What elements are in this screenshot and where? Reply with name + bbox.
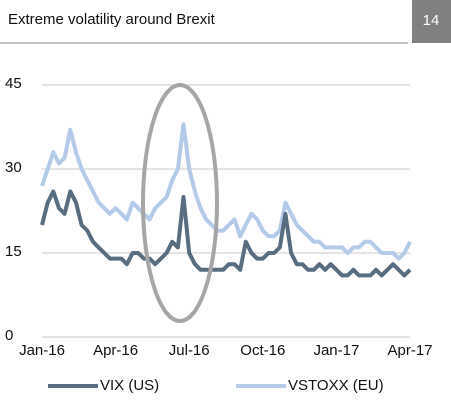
series-line xyxy=(40,189,412,278)
legend-label: VSTOXX (EU) xyxy=(288,377,384,394)
x-tick-label: Apr-17 xyxy=(387,342,432,359)
x-tick-label: Jan-17 xyxy=(313,342,359,359)
x-tick-label: Oct-16 xyxy=(240,342,285,359)
x-tick-label: Apr-16 xyxy=(93,342,138,359)
chart-title: Extreme volatility around Brexit xyxy=(8,11,216,28)
y-tick-label: 30 xyxy=(5,159,22,176)
page-number: 14 xyxy=(423,12,440,29)
x-tick-label: Jan-16 xyxy=(19,342,65,359)
legend-label: VIX (US) xyxy=(100,377,159,394)
x-tick-label: Jul-16 xyxy=(169,342,210,359)
annotation-ellipse xyxy=(141,83,219,323)
y-tick-label: 15 xyxy=(5,243,22,260)
y-tick-label: 45 xyxy=(5,75,22,92)
page-badge xyxy=(412,0,451,43)
series-line xyxy=(40,122,412,261)
y-tick-label: 0 xyxy=(5,327,13,344)
